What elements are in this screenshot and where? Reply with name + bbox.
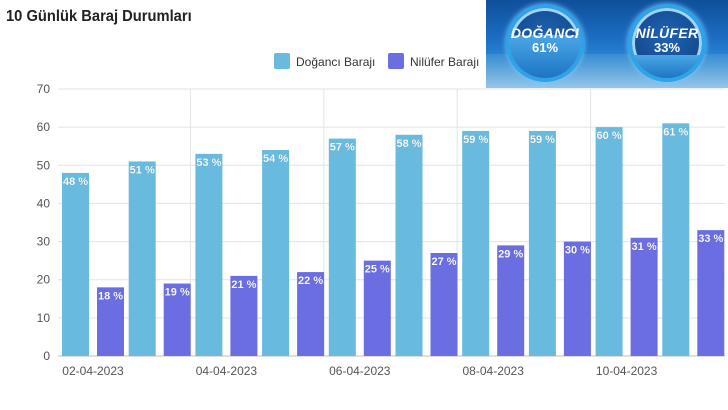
bar (163, 283, 191, 356)
legend[interactable]: Doğancı Barajı Nilüfer Barajı (274, 53, 479, 69)
bar (430, 253, 458, 356)
y-tick-label: 20 (37, 273, 51, 287)
data-label: 21 % (231, 279, 256, 291)
gauge-fill (510, 35, 580, 78)
bar (195, 153, 223, 356)
bar (462, 130, 490, 356)
data-label: 25 % (365, 264, 390, 276)
dam-gauges-banner: DOĞANCI 61% NİLÜFER 33% (486, 0, 728, 88)
data-label: 54 % (263, 153, 288, 165)
bar (262, 150, 290, 356)
bar (595, 127, 623, 357)
chart-title: 10 Günlük Baraj Durumları (6, 8, 192, 25)
bar (528, 130, 556, 356)
bar (395, 134, 423, 356)
bar (662, 123, 690, 356)
data-labels: 48 % 18 % 51 % 19 % 53 % 21 % 54 % 22 % 57 % 25 %… (63, 126, 724, 302)
bar (697, 230, 725, 356)
bar (630, 237, 658, 356)
legend-swatch (388, 53, 404, 69)
y-tick-label: 70 (37, 82, 51, 96)
data-label: 22 % (298, 275, 323, 287)
gauge-name: NİLÜFER (635, 25, 699, 41)
nilufer-gauge: NİLÜFER 33% (628, 4, 706, 82)
data-label: 30 % (565, 245, 590, 257)
bar (363, 260, 391, 356)
data-label: 48 % (63, 176, 88, 188)
gauge-percent: 33% (653, 40, 681, 55)
x-tick-label: 08-04-2023 (463, 364, 525, 378)
data-label: 18 % (98, 290, 123, 302)
bars (62, 123, 725, 357)
bar (230, 275, 258, 356)
data-label: 60 % (597, 130, 622, 142)
x-tick-label: 04-04-2023 (196, 364, 258, 378)
gauge-name: DOĞANCI (510, 25, 580, 41)
bar (128, 161, 156, 356)
bar (328, 138, 356, 356)
x-tick-label: 06-04-2023 (329, 364, 391, 378)
data-label: 59 % (463, 134, 488, 146)
data-label: 57 % (330, 142, 355, 154)
data-label: 27 % (431, 256, 456, 268)
data-label: 51 % (130, 164, 155, 176)
grid-lines (58, 88, 725, 357)
gauge-percent: 61% (531, 40, 559, 55)
y-tick-label: 10 (37, 311, 51, 325)
bar (97, 287, 124, 356)
data-label: 59 % (530, 134, 555, 146)
y-tick-label: 40 (37, 196, 51, 210)
y-tick-label: 60 (37, 120, 51, 134)
bar (563, 241, 591, 356)
data-label: 19 % (165, 287, 190, 299)
bar (297, 272, 325, 356)
y-axis: 0 10 20 30 40 50 60 70 (37, 82, 51, 363)
data-label: 29 % (498, 248, 523, 260)
data-label: 53 % (196, 157, 221, 169)
bar (62, 172, 89, 356)
legend-swatch (274, 53, 290, 69)
y-tick-label: 30 (37, 235, 51, 249)
data-label: 61 % (663, 126, 688, 138)
legend-label: Doğancı Barajı (296, 55, 375, 69)
x-axis: 02-04-2023 04-04-2023 06-04-2023 08-04-2023… (62, 364, 657, 378)
bar (497, 245, 525, 356)
x-tick-label: 02-04-2023 (62, 364, 124, 378)
legend-label: Nilüfer Barajı (410, 55, 479, 69)
gauge-fill (632, 54, 702, 78)
data-label: 58 % (396, 138, 421, 150)
data-label: 33 % (698, 233, 723, 245)
x-tick-label: 10-04-2023 (596, 364, 658, 378)
y-tick-label: 0 (43, 349, 50, 363)
y-tick-label: 50 (37, 158, 51, 172)
dogancı-gauge: DOĞANCI 61% (506, 4, 584, 82)
data-label: 31 % (632, 241, 657, 253)
